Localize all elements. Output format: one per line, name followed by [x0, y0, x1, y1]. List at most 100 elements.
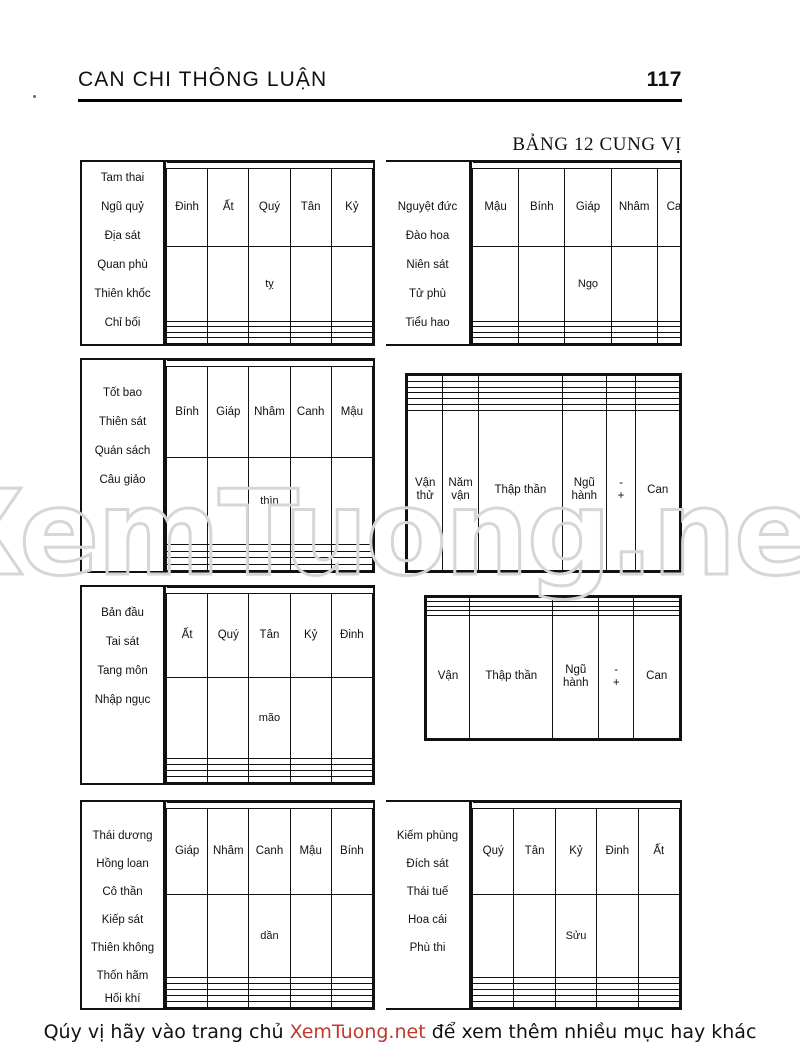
row-label: Chỉ bối: [104, 317, 141, 329]
column-header: Quý: [207, 592, 250, 679]
column-header: Đinh: [165, 167, 209, 247]
grid-cell: [165, 337, 209, 344]
row-label: Hối khí: [104, 993, 141, 1005]
table-row: [166, 359, 373, 368]
table-row: Ngọ: [472, 245, 680, 322]
column-header: Bính: [518, 167, 566, 247]
table-row: [165, 776, 374, 783]
grid-cell: [207, 776, 250, 783]
table-row-headers: Đinh Ất Quý Tân Kỷ: [165, 167, 374, 247]
grid-cell: [554, 1000, 598, 1009]
table-row: [472, 326, 680, 333]
grid-cell: mão: [248, 677, 291, 760]
table-row: thìn: [165, 457, 374, 546]
row-label: Thái dương: [92, 830, 153, 842]
column-header: Ất: [165, 592, 209, 679]
row-label: Nhập ngục: [94, 694, 151, 706]
grid-cell: [442, 380, 479, 388]
column-header: Nhâm: [207, 808, 250, 896]
row-label: Tốt bao: [103, 387, 142, 399]
grid-cell: [330, 457, 374, 546]
column-header: Mậu: [289, 808, 332, 896]
grid-cell: [289, 776, 332, 783]
table-row-headers: Giáp Nhâm Canh Mậu Bính: [165, 808, 374, 896]
band-2-left-label-column: Tốt bao Thiên sát Quán sách Câu giảo: [80, 358, 164, 573]
column-header: Năm vận: [442, 409, 479, 572]
column-header: Nhâm: [248, 366, 291, 459]
row-label: Đích sát: [406, 858, 449, 870]
grid-cell: [330, 894, 374, 978]
row-label: Kiếp sát: [101, 914, 144, 926]
column-header: Giáp: [165, 808, 209, 896]
grid-cell: [330, 677, 374, 760]
table-caption: BẢNG 12 CUNG VỊ: [512, 134, 682, 155]
table-row: [406, 392, 680, 400]
table-row: [426, 610, 680, 616]
column-header: Bính: [330, 808, 374, 896]
column-header: Kỷ: [330, 167, 374, 247]
page-title: CAN CHI THÔNG LUẬN: [78, 68, 328, 91]
grid-table: Đinh Ất Quý Tân Kỷ tỵ: [165, 162, 374, 344]
grid-cell: [165, 677, 209, 760]
grid-cell: [598, 610, 635, 616]
grid-cell: [471, 894, 515, 978]
table-row: [406, 386, 680, 394]
row-label: Tử phù: [408, 288, 447, 300]
grid-cell: [605, 392, 637, 400]
table-row: [472, 337, 680, 344]
grid-cell: [477, 380, 564, 388]
table-row: [472, 801, 680, 810]
grid-cell: [518, 245, 566, 322]
grid-cell: [406, 380, 444, 388]
grid-cell: [207, 1000, 250, 1009]
row-label: Tai sát: [105, 636, 140, 648]
table-row: [165, 563, 374, 572]
grid-cell: thìn: [248, 457, 291, 546]
column-header: Giáp: [207, 366, 250, 459]
grid-cell: [207, 457, 250, 546]
table-row: [165, 758, 374, 766]
grid-cell: [165, 894, 209, 978]
grid-table: Vận thử Năm vận Thập thần Ngũ hành - + C…: [406, 375, 680, 572]
footer-promo: Qúy vị hãy vào trang chủ XemTuong.net để…: [0, 1021, 800, 1043]
column-header: Can: [633, 614, 680, 740]
scan-speck: [33, 95, 36, 98]
band-2-right-grid: Vận thử Năm vận Thập thần Ngũ hành - + C…: [405, 373, 682, 573]
grid-cell: [605, 386, 637, 394]
table-row-headers: Vận Thập thần Ngũ hành - + Can: [426, 614, 680, 740]
grid-cell: [635, 398, 680, 406]
grid-cell: [207, 337, 250, 344]
grid-cell: [330, 320, 374, 328]
grid-cell: dần: [248, 894, 291, 978]
grid-table: Ất Quý Tân Kỷ Đinh mão: [165, 587, 374, 783]
grid-cell: [166, 801, 373, 810]
column-header: Đinh: [330, 592, 374, 679]
grid-cell: [472, 337, 520, 344]
grid-cell: [513, 894, 556, 978]
grid-cell: [406, 392, 444, 400]
grid-cell: [289, 563, 332, 572]
column-header: Ất: [637, 808, 681, 896]
column-header: Thập thần: [477, 409, 564, 572]
row-label: Thốn hãm: [96, 970, 149, 982]
grid-table: Giáp Nhâm Canh Mậu Bính dần: [165, 801, 374, 1009]
column-header: Ngũ hành: [562, 409, 607, 572]
column-header: - +: [605, 409, 637, 572]
grid-cell: [289, 457, 332, 546]
grid-cell: [605, 398, 637, 406]
column-header: Bính: [165, 366, 209, 459]
grid-cell: [442, 398, 479, 406]
table-row: [406, 404, 680, 411]
footer-site-link[interactable]: XemTuong.net: [289, 1021, 426, 1043]
grid-cell: [406, 386, 444, 394]
column-header: Quý: [248, 167, 291, 247]
grid-cell: [472, 801, 680, 810]
band-4-right-grid: Quý Tân Kỷ Đinh Ất Sửu: [470, 800, 682, 1010]
row-label: Kiếm phùng: [396, 830, 459, 842]
band-1-right-grid: Mậu Bính Giáp Nhâm Canh Ngọ: [470, 160, 682, 346]
grid-cell: [330, 326, 374, 333]
grid-cell: [289, 337, 332, 344]
header-rule: [78, 99, 682, 102]
column-header: Kỷ: [554, 808, 598, 896]
grid-cell: [518, 337, 566, 344]
